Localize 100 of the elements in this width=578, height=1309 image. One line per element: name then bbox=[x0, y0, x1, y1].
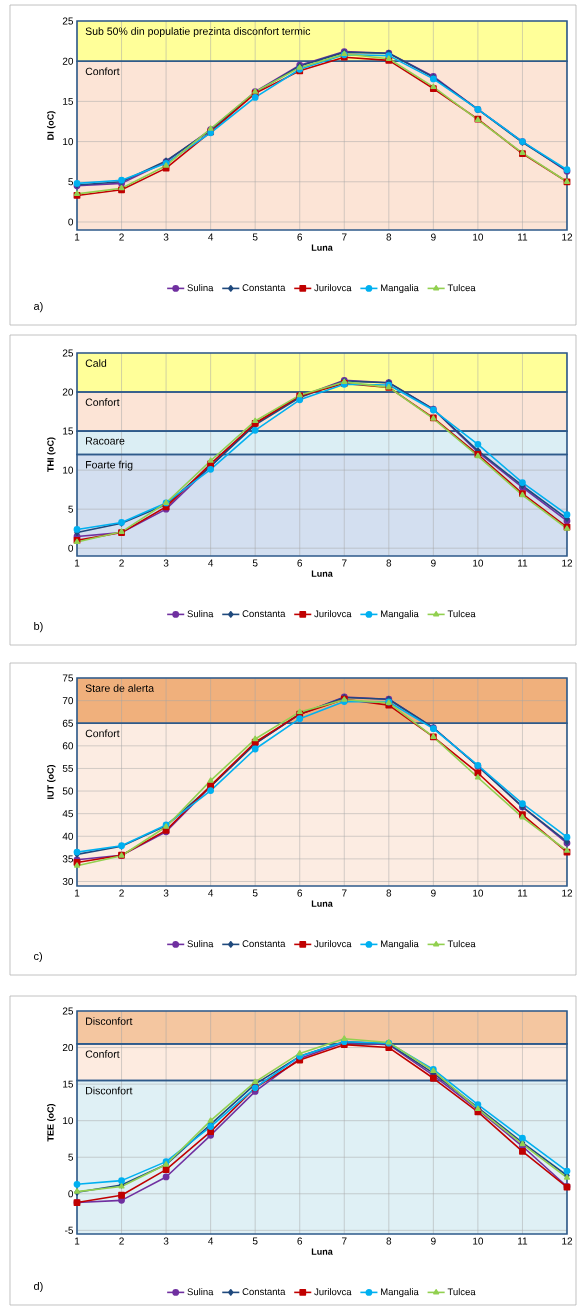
x-tick-label: 8 bbox=[386, 233, 392, 241]
y-tick-label: 50 bbox=[62, 787, 74, 795]
legend-label: Mangalia bbox=[381, 610, 419, 620]
x-tick-label: 12 bbox=[562, 1237, 573, 1245]
y-tick-label: 35 bbox=[62, 855, 74, 863]
y-tick-label: 25 bbox=[62, 17, 74, 25]
x-axis-title: Luna bbox=[311, 900, 333, 907]
y-tick-label: 10 bbox=[63, 1117, 74, 1125]
y-tick-label: 70 bbox=[62, 697, 74, 705]
y-tick-label: 10 bbox=[63, 466, 74, 474]
x-tick-label: 2 bbox=[119, 889, 124, 897]
x-tick-label: 1 bbox=[74, 233, 80, 241]
legend-label: Constanta bbox=[242, 1288, 286, 1296]
y-tick-label: 15 bbox=[63, 97, 74, 105]
x-tick-label: 9 bbox=[431, 889, 436, 897]
band-label: Racoare bbox=[86, 437, 125, 445]
legend-label: Jurilovca bbox=[314, 284, 352, 292]
text: a) bbox=[34, 301, 43, 313]
x-axis-title: Luna bbox=[311, 244, 333, 251]
band-label: Stare de alerta bbox=[85, 684, 155, 692]
x-tick-label: 7 bbox=[342, 889, 347, 897]
legend-label: Jurilovca bbox=[314, 940, 352, 948]
band-label: Confort bbox=[85, 1050, 120, 1058]
x-tick-label: 9 bbox=[431, 1237, 436, 1245]
x-tick-label: 10 bbox=[473, 559, 484, 567]
y-axis-title: TEE (oC) bbox=[47, 1103, 56, 1142]
band-label: Disconfort bbox=[86, 1086, 133, 1095]
x-tick-label: 12 bbox=[562, 559, 573, 567]
x-tick-label: 11 bbox=[518, 233, 528, 241]
legend-label: Sulina bbox=[187, 940, 214, 948]
x-tick-label: 8 bbox=[386, 889, 392, 897]
x-tick-label: 5 bbox=[252, 1237, 258, 1245]
x-tick-label: 10 bbox=[473, 1237, 484, 1245]
y-tick-label: 10 bbox=[63, 138, 74, 146]
legend-label: Tulcea bbox=[447, 940, 476, 948]
band-label: Confort bbox=[85, 67, 120, 76]
band-label: Confort bbox=[85, 398, 120, 406]
x-tick-label: 10 bbox=[473, 233, 484, 241]
x-tick-label: 7 bbox=[342, 233, 347, 241]
x-tick-label: 7 bbox=[342, 559, 347, 567]
y-axis-title: THI (oC) bbox=[47, 437, 56, 472]
legend-label: Constanta bbox=[242, 284, 286, 292]
y-tick-label: 55 bbox=[62, 764, 74, 772]
x-tick-label: 1 bbox=[74, 889, 80, 897]
y-tick-label: 25 bbox=[62, 349, 74, 357]
x-tick-label: 5 bbox=[252, 889, 258, 897]
x-tick-label: 2 bbox=[119, 559, 124, 567]
y-tick-label: 0 bbox=[68, 544, 74, 552]
x-tick-label: 3 bbox=[163, 233, 169, 241]
band-label: Disconfort bbox=[86, 1017, 133, 1025]
legend-label: Tulcea bbox=[447, 610, 476, 618]
x-tick-label: 11 bbox=[518, 559, 528, 567]
y-tick-label: 15 bbox=[63, 427, 74, 435]
x-tick-label: 12 bbox=[562, 233, 573, 241]
x-axis-title: Luna bbox=[311, 1248, 333, 1255]
x-tick-label: 5 bbox=[252, 559, 258, 567]
y-tick-label: 65 bbox=[62, 719, 74, 727]
x-tick-label: 12 bbox=[562, 889, 573, 897]
legend-label: Constanta bbox=[242, 940, 286, 948]
x-tick-label: 4 bbox=[208, 1237, 214, 1245]
x-tick-label: 4 bbox=[208, 559, 214, 567]
x-tick-label: 6 bbox=[297, 1237, 303, 1245]
legend-label: Sulina bbox=[187, 1288, 214, 1296]
y-tick-label: -5 bbox=[65, 1226, 74, 1234]
y-tick-label: 0 bbox=[68, 1190, 74, 1198]
y-tick-label: 45 bbox=[62, 810, 74, 818]
legend-label: Mangalia bbox=[381, 1288, 419, 1298]
legend-label: Sulina bbox=[187, 610, 214, 618]
y-tick-label: 15 bbox=[63, 1080, 74, 1088]
x-tick-label: 2 bbox=[119, 233, 124, 241]
x-tick-label: 10 bbox=[473, 889, 484, 897]
legend-label: Mangalia bbox=[381, 940, 419, 950]
x-tick-label: 1 bbox=[74, 559, 80, 567]
y-tick-label: 75 bbox=[62, 674, 74, 682]
band-label: Cald bbox=[85, 359, 107, 367]
legend-label: Constanta bbox=[242, 610, 286, 618]
x-tick-label: 6 bbox=[297, 559, 303, 567]
y-tick-label: 20 bbox=[62, 388, 74, 396]
x-tick-label: 9 bbox=[431, 233, 436, 241]
x-tick-label: 8 bbox=[386, 1237, 392, 1245]
y-tick-label: 5 bbox=[68, 505, 74, 513]
x-tick-label: 4 bbox=[208, 233, 214, 241]
y-tick-label: 30 bbox=[62, 877, 74, 886]
x-tick-label: 4 bbox=[208, 889, 214, 897]
text: d) bbox=[33, 1281, 43, 1293]
y-tick-label: 20 bbox=[62, 1044, 74, 1052]
y-tick-label: 5 bbox=[68, 1153, 74, 1161]
text: c) bbox=[34, 951, 43, 963]
legend-label: Jurilovca bbox=[314, 1288, 352, 1296]
y-tick-label: 5 bbox=[68, 178, 74, 186]
x-tick-label: 2 bbox=[119, 1237, 124, 1245]
band-label: Sub 50% din populatie prezinta disconfort termic bbox=[85, 27, 311, 38]
x-tick-label: 8 bbox=[386, 559, 392, 567]
x-tick-label: 11 bbox=[518, 889, 528, 897]
x-tick-label: 6 bbox=[297, 889, 303, 897]
x-tick-label: 3 bbox=[163, 559, 169, 567]
x-tick-label: 3 bbox=[163, 889, 169, 897]
y-tick-label: 60 bbox=[62, 742, 74, 750]
x-tick-label: 3 bbox=[163, 1237, 169, 1245]
y-tick-label: 40 bbox=[62, 832, 74, 840]
